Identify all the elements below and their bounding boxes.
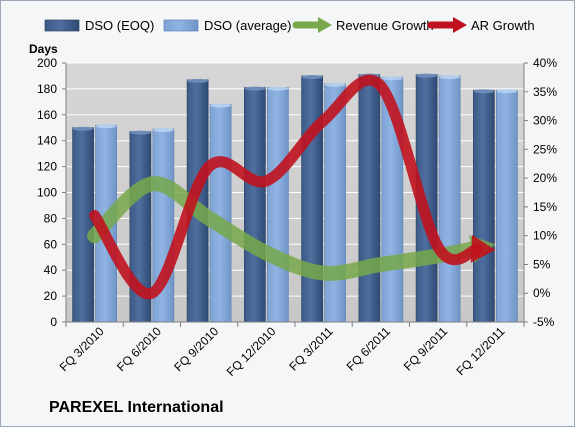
x-tick-label: FQ 12/2011	[453, 324, 507, 378]
legend-swatch-dso-eoq	[44, 19, 80, 32]
right-tick-label: 30%	[533, 114, 557, 128]
x-tick-label: FQ 9/2010	[171, 324, 221, 374]
left-tick-label: 20	[44, 289, 58, 303]
bar-top-highlight	[301, 74, 323, 79]
bar-top-highlight	[129, 130, 151, 135]
bar-top-highlight	[244, 86, 266, 91]
legend-label: DSO (average)	[204, 18, 291, 33]
bar-top-highlight	[95, 124, 117, 129]
bar-dso-eoq	[301, 75, 323, 323]
right-tick-label: -5%	[533, 315, 555, 329]
left-tick-label: 80	[44, 211, 58, 225]
right-tick-label: 20%	[533, 171, 557, 185]
x-tick-label: FQ 3/2011	[286, 324, 336, 374]
bar-top-highlight	[152, 128, 174, 133]
bar-dso-eoq	[72, 127, 94, 323]
ar-growth-line	[89, 74, 483, 300]
left-tick-label: 60	[44, 237, 58, 251]
bar-top-highlight	[72, 126, 94, 131]
y-axis-title: Days	[29, 42, 58, 56]
x-tick-label: FQ 12/2010	[224, 324, 279, 379]
company-name: PAREXEL International	[49, 399, 224, 416]
left-tick-label: 0	[50, 315, 57, 329]
right-tick-label: 40%	[533, 56, 557, 70]
right-tick-label: 5%	[533, 257, 551, 271]
bar-dso-average	[267, 87, 289, 323]
right-tick-label: 0%	[533, 286, 551, 300]
ar-growth-arrowhead	[470, 234, 496, 263]
legend-label: AR Growth	[471, 18, 535, 33]
bar-top-highlight	[473, 89, 495, 94]
left-tick-label: 140	[37, 134, 57, 148]
bar-dso-average	[496, 89, 518, 323]
legend: DSO (EOQ) DSO (average) Revenue Growth AR G…	[44, 17, 535, 33]
bar-top-highlight	[381, 76, 403, 81]
bar-top-highlight	[267, 86, 289, 91]
legend-arrowhead	[318, 17, 332, 33]
x-tick-label: FQ 6/2010	[114, 324, 164, 374]
left-tick-label: 200	[37, 56, 57, 70]
legend-label: DSO (EOQ)	[85, 18, 154, 33]
x-tick-label: FQ 6/2011	[344, 324, 394, 374]
bar-dso-eoq	[358, 74, 381, 323]
bar-top-highlight	[187, 78, 209, 83]
bar-dso-eoq	[244, 87, 266, 323]
left-tick-label: 180	[37, 82, 57, 96]
bar-dso-average	[438, 75, 461, 323]
bar-top-highlight	[496, 89, 518, 94]
bar-dso-eoq	[473, 89, 495, 323]
x-tick-label: FQ 9/2011	[401, 324, 451, 374]
right-tick-label: 25%	[533, 142, 557, 156]
bar-top-highlight	[324, 82, 346, 87]
left-tick-label: 100	[37, 186, 57, 200]
x-tick-label: FQ 3/2010	[57, 324, 107, 374]
left-tick-label: 120	[37, 160, 57, 174]
legend-swatch-dso-average	[163, 19, 199, 32]
right-tick-label: 10%	[533, 229, 557, 243]
right-tick-label: 35%	[533, 85, 557, 99]
right-tick-label: 15%	[533, 200, 557, 214]
bar-top-highlight	[439, 74, 461, 79]
legend-arrowhead	[453, 17, 467, 33]
left-tick-label: 40	[44, 263, 58, 277]
bar-top-highlight	[210, 103, 232, 108]
bar-top-highlight	[416, 73, 438, 78]
revenue-growth-line	[87, 176, 486, 281]
left-tick-label: 160	[37, 108, 57, 122]
legend-label: Revenue Growth	[336, 18, 434, 33]
